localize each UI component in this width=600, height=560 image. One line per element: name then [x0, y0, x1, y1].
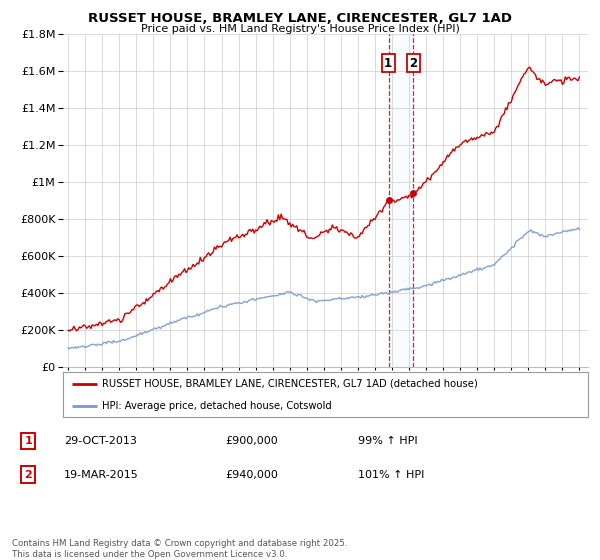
Text: 2: 2 [410, 57, 418, 69]
Bar [389, 34, 413, 367]
Text: 99% ↑ HPI: 99% ↑ HPI [358, 436, 417, 446]
Text: 101% ↑ HPI: 101% ↑ HPI [358, 470, 424, 479]
Text: 19-MAR-2015: 19-MAR-2015 [64, 470, 139, 479]
Text: HPI: Average price, detached house, Cotswold: HPI: Average price, detached house, Cots… [103, 401, 332, 411]
Text: 1: 1 [24, 436, 32, 446]
Text: 29-OCT-2013: 29-OCT-2013 [64, 436, 137, 446]
Text: RUSSET HOUSE, BRAMLEY LANE, CIRENCESTER, GL7 1AD (detached house): RUSSET HOUSE, BRAMLEY LANE, CIRENCESTER,… [103, 379, 478, 389]
Text: Price paid vs. HM Land Registry's House Price Index (HPI): Price paid vs. HM Land Registry's House … [140, 24, 460, 34]
Text: £900,000: £900,000 [225, 436, 278, 446]
Text: Contains HM Land Registry data © Crown copyright and database right 2025.
This d: Contains HM Land Registry data © Crown c… [12, 539, 347, 559]
Text: £940,000: £940,000 [225, 470, 278, 479]
Text: RUSSET HOUSE, BRAMLEY LANE, CIRENCESTER, GL7 1AD: RUSSET HOUSE, BRAMLEY LANE, CIRENCESTER,… [88, 12, 512, 25]
Text: 1: 1 [384, 57, 392, 69]
Text: 2: 2 [24, 470, 32, 479]
